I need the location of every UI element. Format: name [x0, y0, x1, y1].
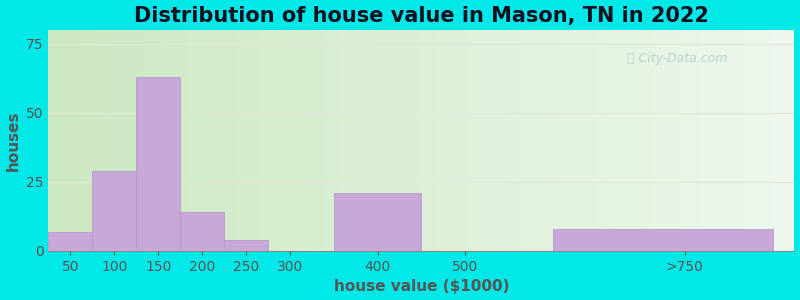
Bar: [136, 77, 180, 251]
X-axis label: house value ($1000): house value ($1000): [334, 279, 510, 294]
Y-axis label: houses: houses: [6, 110, 21, 171]
Bar: [553, 229, 773, 251]
Title: Distribution of house value in Mason, TN in 2022: Distribution of house value in Mason, TN…: [134, 6, 709, 26]
Bar: [49, 232, 92, 251]
Bar: [224, 240, 268, 251]
Text: ⓘ City-Data.com: ⓘ City-Data.com: [626, 52, 727, 65]
Bar: [334, 193, 422, 251]
Bar: [180, 212, 224, 251]
Bar: [92, 171, 136, 251]
